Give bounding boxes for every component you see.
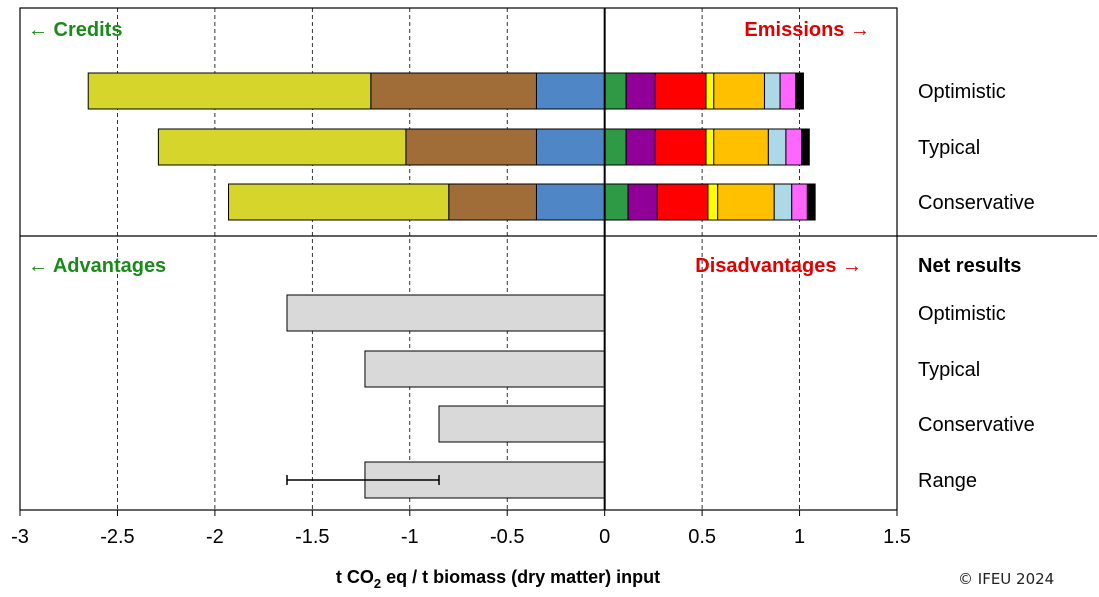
emission-bar-segment bbox=[604, 72, 627, 110]
credit-bar-segment bbox=[535, 72, 606, 110]
emission-bar-segment bbox=[654, 128, 707, 166]
emission-bar-segment bbox=[763, 72, 781, 110]
credit-bar-segment bbox=[535, 128, 606, 166]
emission-bar-segment bbox=[767, 128, 787, 166]
emission-bar-segment bbox=[625, 72, 656, 110]
top-category-label: Conservative bbox=[918, 192, 1035, 214]
emission-bar-segment bbox=[705, 128, 715, 166]
top-category-label: Optimistic bbox=[918, 81, 1006, 103]
disadvantages-label: Disadvantages → bbox=[695, 255, 862, 277]
emission-bar-segment bbox=[707, 183, 719, 221]
emission-bar-segment bbox=[806, 183, 816, 221]
emission-bar-segment bbox=[717, 183, 775, 221]
x-axis-ticks: -3 -2.5 -2 -1.5 -1 -0.5 0 0.5 1 1.5 bbox=[11, 510, 911, 548]
emission-bar-segment bbox=[779, 72, 797, 110]
net-result-bar bbox=[364, 350, 606, 388]
emission-bar-segment bbox=[785, 128, 803, 166]
x-tick-label: -2.5 bbox=[100, 526, 134, 548]
labels: Optimistic Typical Conservative Optimistic T… bbox=[28, 19, 1035, 492]
credit-bar-segment bbox=[535, 183, 606, 221]
bottom-category-label: Range bbox=[918, 470, 977, 492]
emission-bar-segment bbox=[801, 128, 810, 166]
net-results-header: Net results bbox=[918, 255, 1021, 277]
advantages-label: ← Advantages bbox=[28, 255, 166, 277]
emission-bar-segment bbox=[625, 128, 656, 166]
emission-bar-segment bbox=[604, 183, 629, 221]
bottom-category-label: Typical bbox=[918, 359, 980, 381]
bottom-category-label: Conservative bbox=[918, 414, 1035, 436]
x-tick-label: -3 bbox=[11, 526, 29, 548]
credit-bar-segment bbox=[87, 72, 372, 110]
emission-bar-segment bbox=[656, 183, 709, 221]
credit-bar-segment bbox=[370, 72, 537, 110]
x-tick-label: 0.5 bbox=[688, 526, 716, 548]
credits-label: ← Credits bbox=[28, 19, 122, 41]
emission-bar-segment bbox=[705, 72, 715, 110]
bottom-category-label: Optimistic bbox=[918, 303, 1006, 325]
x-tick-label: -1 bbox=[401, 526, 419, 548]
emission-bar-segment bbox=[654, 72, 707, 110]
plot-border bbox=[19, 7, 898, 511]
x-tick-label: -0.5 bbox=[490, 526, 524, 548]
emission-bar-segment bbox=[604, 128, 627, 166]
credit-bar-segment bbox=[405, 128, 537, 166]
x-tick-label: 1.5 bbox=[883, 526, 911, 548]
emission-bar-segment bbox=[795, 72, 804, 110]
top-category-label: Typical bbox=[918, 137, 980, 159]
x-axis-label: t CO2 eq / t biomass (dry matter) input bbox=[336, 567, 660, 591]
emission-bar-segment bbox=[791, 183, 808, 221]
plot-frame bbox=[19, 7, 1097, 511]
emission-bar-segment bbox=[627, 183, 658, 221]
net-result-bar bbox=[438, 405, 606, 443]
emission-bar-segment bbox=[773, 183, 793, 221]
net-result-bar bbox=[286, 294, 606, 332]
emission-bar-segment bbox=[713, 128, 769, 166]
credit-bar-segment bbox=[228, 183, 450, 221]
x-tick-label: 1 bbox=[794, 526, 805, 548]
credit-bar-segment bbox=[157, 128, 407, 166]
credit-bar-segment bbox=[448, 183, 537, 221]
bars bbox=[87, 72, 816, 499]
copyright: © IFEU 2024 bbox=[958, 570, 1055, 588]
emissions-label: Emissions → bbox=[744, 19, 870, 41]
x-tick-label: -2 bbox=[206, 526, 224, 548]
emission-bar-segment bbox=[713, 72, 765, 110]
x-tick-label: -1.5 bbox=[295, 526, 329, 548]
x-tick-label: 0 bbox=[599, 526, 610, 548]
